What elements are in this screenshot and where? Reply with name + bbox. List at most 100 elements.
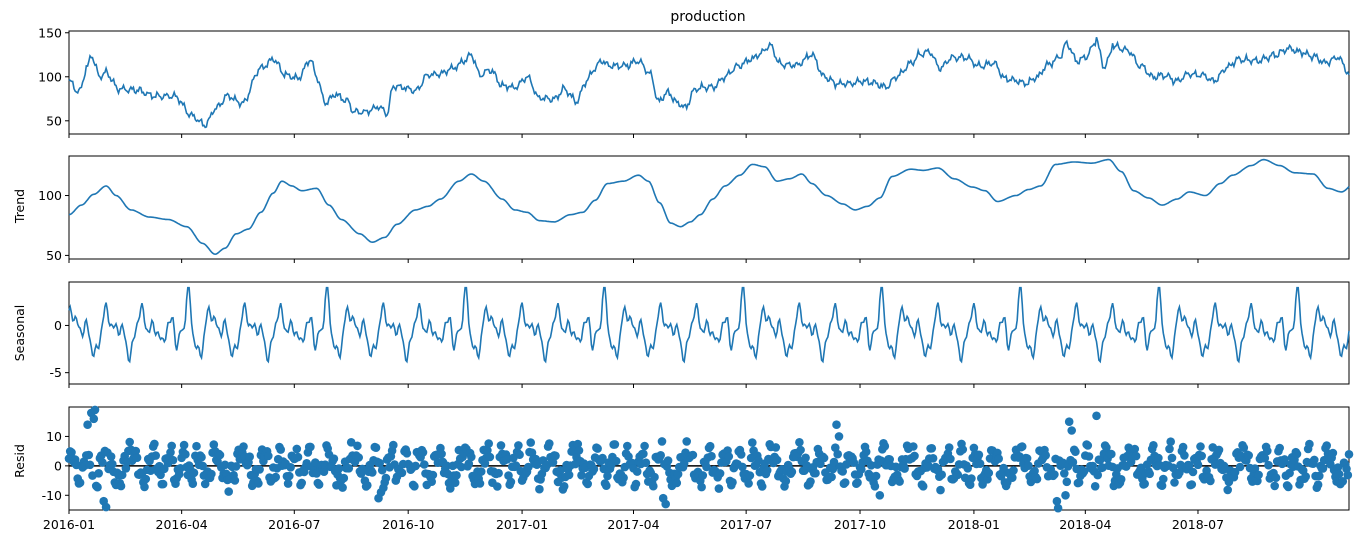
resid-point bbox=[994, 454, 1003, 464]
resid-point bbox=[189, 468, 199, 478]
series-line-seasonal bbox=[68, 286, 1350, 364]
resid-point bbox=[515, 450, 524, 460]
resid-point bbox=[697, 482, 706, 492]
resid-point bbox=[744, 479, 753, 488]
resid-point bbox=[101, 502, 111, 512]
y-tick-label: 0 bbox=[54, 318, 62, 333]
resid-point bbox=[574, 446, 584, 455]
y-tick-label: 50 bbox=[46, 248, 62, 263]
resid-point bbox=[1250, 464, 1260, 473]
y-tick-label: 10 bbox=[46, 429, 62, 444]
resid-point bbox=[85, 460, 95, 470]
y-tick-label: 50 bbox=[46, 113, 62, 128]
resid-point bbox=[476, 467, 486, 476]
resid-point bbox=[870, 482, 880, 491]
y-tick-label: -5 bbox=[50, 365, 62, 380]
resid-point bbox=[418, 448, 428, 457]
resid-point bbox=[121, 464, 131, 473]
x-tick-label: 2016-10 bbox=[382, 517, 434, 532]
y-tick-label: -10 bbox=[42, 488, 62, 503]
resid-point bbox=[207, 469, 216, 479]
resid-point bbox=[811, 468, 820, 478]
resid-point bbox=[1079, 467, 1089, 476]
resid-point bbox=[728, 478, 737, 487]
trend-y-label: Trend bbox=[12, 189, 27, 224]
resid-point bbox=[511, 461, 521, 470]
resid-point bbox=[828, 464, 838, 474]
resid-point bbox=[198, 461, 207, 471]
resid-point bbox=[276, 445, 286, 454]
resid-point bbox=[1083, 441, 1093, 450]
resid-point bbox=[631, 479, 641, 489]
resid-point bbox=[1131, 451, 1141, 461]
resid-point bbox=[1264, 460, 1273, 470]
observed-panel: production 50 100 150 bbox=[38, 9, 1350, 138]
resid-point bbox=[583, 479, 592, 489]
resid-point bbox=[1130, 444, 1140, 454]
resid-point bbox=[84, 450, 94, 460]
x-tick-label: 2018-01 bbox=[948, 517, 1000, 532]
x-tick-label: 2016-04 bbox=[156, 517, 208, 532]
resid-point bbox=[140, 482, 149, 492]
resid-point bbox=[1093, 470, 1102, 480]
resid-point bbox=[688, 450, 698, 460]
resid-point bbox=[1280, 455, 1289, 464]
resid-point bbox=[1187, 480, 1197, 489]
resid-point bbox=[319, 467, 329, 477]
resid-point bbox=[293, 452, 303, 462]
resid-point bbox=[526, 438, 535, 447]
resid-point bbox=[619, 473, 628, 483]
resid-point bbox=[1071, 447, 1080, 457]
resid-point bbox=[1223, 485, 1232, 495]
resid-point bbox=[1285, 468, 1294, 478]
resid-point bbox=[673, 469, 683, 479]
seasonal-y-label: Seasonal bbox=[12, 305, 27, 362]
resid-point bbox=[452, 471, 461, 480]
resid-point bbox=[1206, 476, 1215, 486]
resid-point bbox=[354, 453, 364, 462]
resid-point bbox=[179, 440, 189, 450]
y-tick-label: 100 bbox=[38, 69, 62, 84]
resid-point bbox=[283, 479, 293, 488]
resid-point bbox=[125, 437, 134, 447]
resid-point bbox=[610, 440, 620, 449]
resid-point bbox=[958, 445, 968, 454]
resid-point bbox=[150, 439, 159, 449]
resid-point bbox=[928, 454, 938, 463]
resid-point bbox=[339, 473, 349, 483]
resid-point bbox=[1334, 469, 1344, 479]
resid-point bbox=[1275, 443, 1284, 453]
x-tick-label: 2017-07 bbox=[720, 517, 772, 532]
resid-point bbox=[167, 441, 176, 451]
resid-point bbox=[1107, 449, 1116, 459]
resid-point bbox=[1157, 481, 1167, 491]
resid-point bbox=[215, 450, 225, 460]
series-line-production bbox=[68, 36, 1350, 129]
resid-point bbox=[611, 456, 621, 466]
resid-point bbox=[1032, 474, 1042, 484]
resid-point bbox=[1344, 450, 1354, 459]
resid-point bbox=[984, 468, 994, 478]
resid-point bbox=[532, 460, 542, 470]
resid-point bbox=[151, 451, 160, 460]
resid-point bbox=[188, 479, 198, 489]
resid-point bbox=[506, 477, 516, 487]
resid-point bbox=[857, 465, 866, 474]
resid-point bbox=[1313, 480, 1323, 490]
resid-point bbox=[1095, 455, 1105, 465]
resid-point bbox=[564, 470, 574, 480]
resid-points bbox=[64, 405, 1354, 513]
resid-point bbox=[67, 448, 76, 457]
resid-point bbox=[918, 482, 928, 491]
resid-point bbox=[1074, 478, 1084, 487]
resid-point bbox=[1180, 451, 1189, 460]
resid-point bbox=[94, 469, 103, 478]
resid-point bbox=[1062, 477, 1072, 487]
resid-point bbox=[1060, 469, 1069, 478]
resid-point bbox=[963, 464, 972, 473]
resid-point bbox=[450, 478, 460, 488]
resid-point bbox=[1009, 466, 1018, 475]
resid-point bbox=[714, 484, 724, 493]
resid-point bbox=[639, 449, 648, 459]
resid-point bbox=[1333, 463, 1343, 472]
